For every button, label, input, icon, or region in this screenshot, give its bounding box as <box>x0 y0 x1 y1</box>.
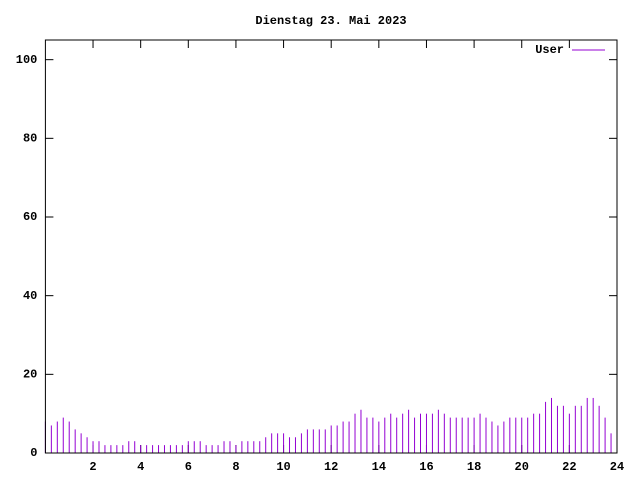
legend-label: User <box>535 43 564 57</box>
y-tick-label: 100 <box>16 53 38 67</box>
x-tick-label: 16 <box>419 460 433 474</box>
x-tick-label: 8 <box>232 460 239 474</box>
plot-frame <box>44 39 618 454</box>
x-tick-label: 20 <box>515 460 529 474</box>
x-tick-label: 2 <box>89 460 96 474</box>
y-tick-label: 0 <box>30 446 37 460</box>
x-tick-label: 14 <box>372 460 386 474</box>
x-tick-label: 18 <box>467 460 481 474</box>
x-tick-label: 24 <box>610 460 624 474</box>
x-tick-label: 6 <box>185 460 192 474</box>
x-tick-label: 10 <box>276 460 290 474</box>
y-tick-label: 40 <box>23 289 37 303</box>
y-tick-label: 80 <box>23 132 37 146</box>
x-tick-label: 12 <box>324 460 338 474</box>
y-tick-label: 20 <box>23 368 37 382</box>
y-tick-label: 60 <box>23 210 37 224</box>
x-tick-label: 22 <box>562 460 576 474</box>
chart-title: Dienstag 23. Mai 2023 <box>255 14 406 28</box>
x-tick-label: 4 <box>137 460 144 474</box>
